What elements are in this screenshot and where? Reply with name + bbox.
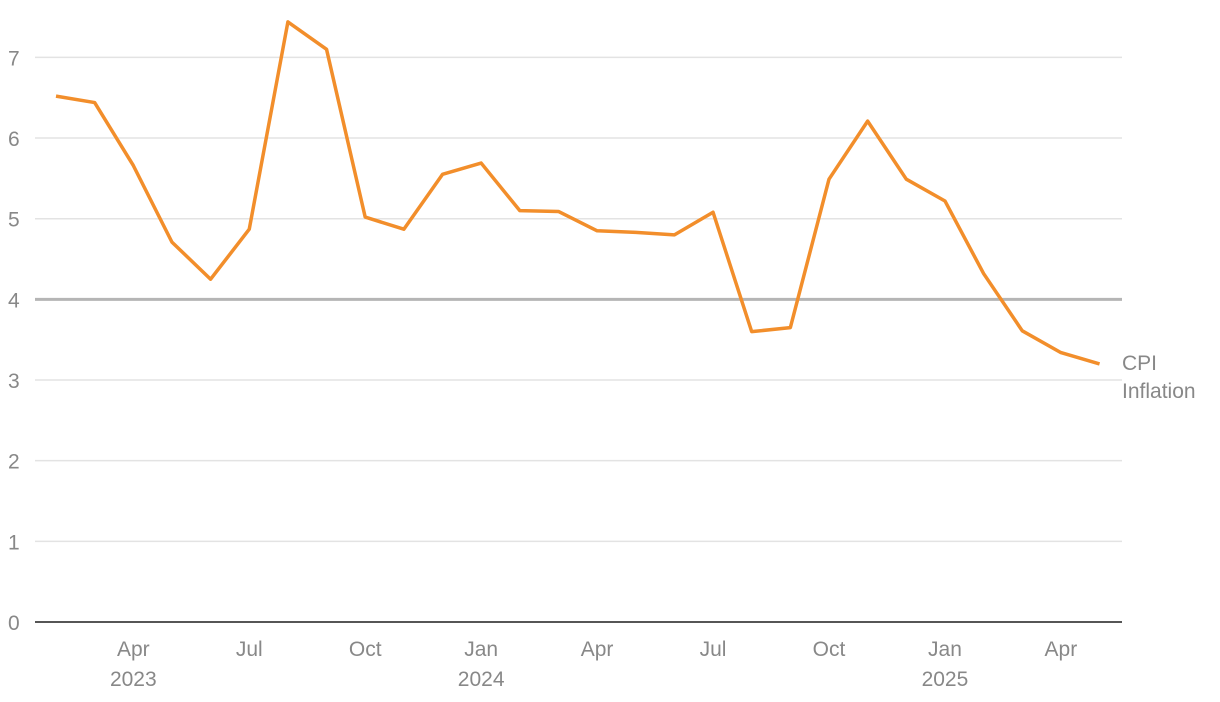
x-tick-label: 2024 — [458, 668, 505, 691]
y-tick-label: 6 — [8, 128, 20, 151]
line — [55, 20, 1101, 366]
y-tick-label: 2 — [8, 451, 20, 474]
x-tick-label: Jul — [236, 638, 263, 661]
x-tick-label: 2023 — [110, 668, 157, 691]
x-tick-label: Oct — [349, 638, 382, 661]
x-tick-label: Oct — [813, 638, 846, 661]
y-tick-label: 5 — [8, 209, 20, 232]
x-tick-label: 2025 — [922, 668, 969, 691]
x-tick-label: Jul — [700, 638, 727, 661]
y-tick-label: 0 — [8, 612, 20, 635]
y-tick-label: 1 — [8, 531, 20, 554]
x-tick-label: Apr — [117, 638, 150, 661]
series-label: CPI Inflation — [1122, 352, 1196, 403]
x-tick-label: Apr — [581, 638, 614, 661]
x-tick-label: Jan — [928, 638, 962, 661]
x-tick-label: Jan — [464, 638, 498, 661]
y-tick-label: 7 — [8, 47, 20, 70]
x-tick-label: Apr — [1045, 638, 1078, 661]
y-tick-label: 4 — [8, 289, 20, 312]
y-tick-label: 3 — [8, 370, 20, 393]
